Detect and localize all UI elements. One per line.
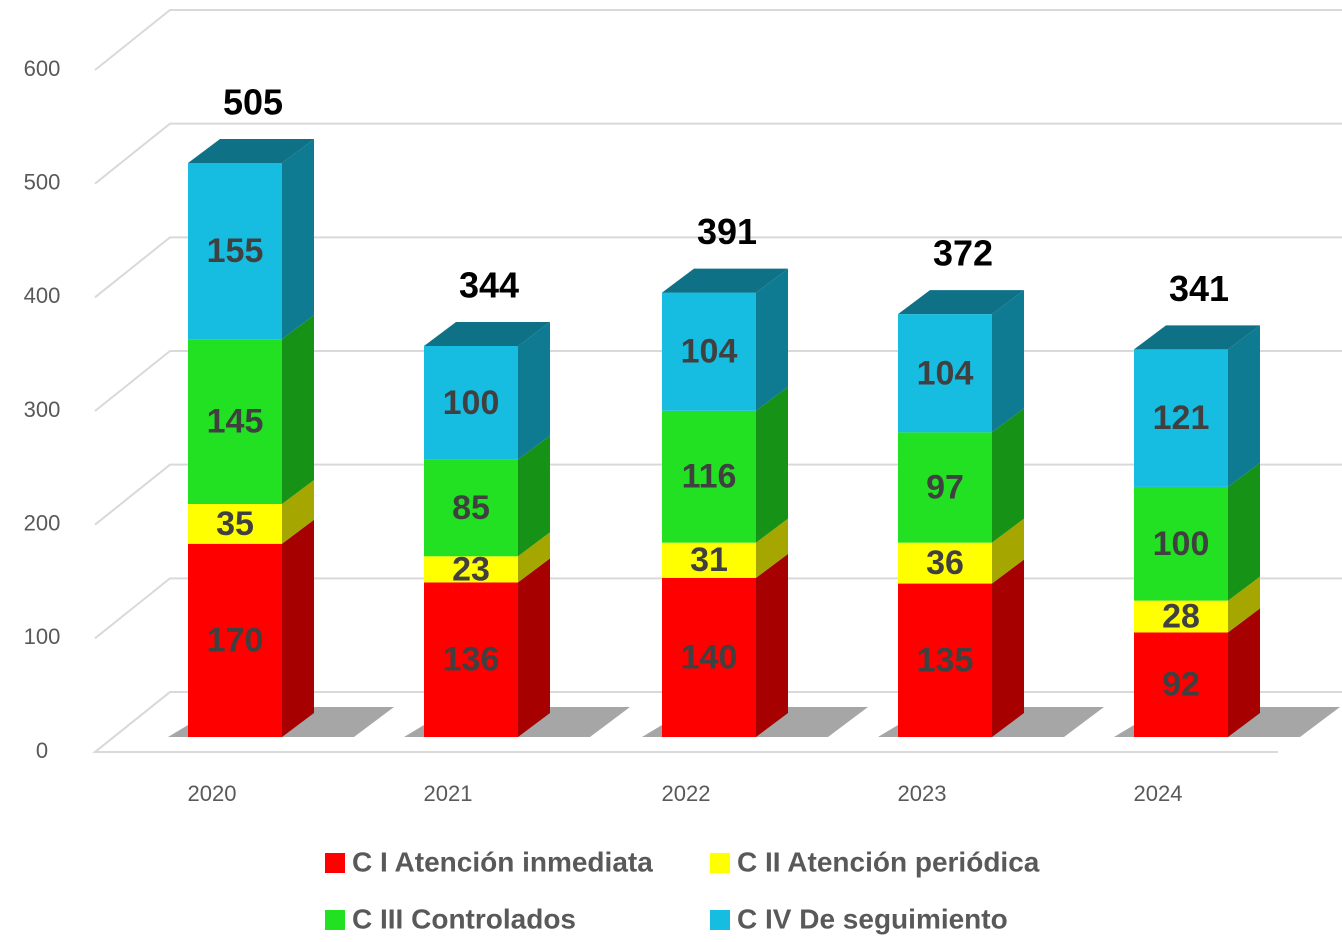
total-label: 372 xyxy=(933,233,993,274)
data-label: 121 xyxy=(1153,399,1210,437)
bar-top xyxy=(188,138,314,163)
data-label: 85 xyxy=(452,489,490,527)
bar xyxy=(1134,600,1228,633)
bar xyxy=(188,503,282,544)
bar xyxy=(188,339,282,504)
data-label: 104 xyxy=(917,354,974,392)
bar-side xyxy=(992,408,1024,543)
legend-swatch xyxy=(325,910,345,930)
x-tick-label: 2023 xyxy=(898,781,947,806)
data-label: 155 xyxy=(207,232,264,270)
data-label: 100 xyxy=(1153,525,1210,563)
bar-side xyxy=(282,479,314,544)
legend-swatch xyxy=(710,910,730,930)
bar-side xyxy=(518,558,550,737)
bar xyxy=(898,432,992,543)
total-label: 341 xyxy=(1169,268,1229,309)
bar xyxy=(898,314,992,433)
bar xyxy=(188,543,282,737)
y-tick-label: 200 xyxy=(24,510,61,535)
total-label: 505 xyxy=(223,81,283,122)
bar xyxy=(898,542,992,584)
y-tick-label: 100 xyxy=(24,624,61,649)
y-tick-label: 0 xyxy=(36,738,48,763)
bar-side xyxy=(282,519,314,737)
data-label: 92 xyxy=(1162,666,1200,704)
bar-side xyxy=(518,321,550,460)
grid-line xyxy=(94,236,1342,299)
bar-side xyxy=(992,290,1024,433)
data-label: 23 xyxy=(452,550,490,588)
legend-label: C IV De seguimiento xyxy=(737,903,1008,934)
legend-swatch xyxy=(710,853,730,873)
bar xyxy=(1134,349,1228,487)
bar-top xyxy=(662,268,788,293)
data-label: 104 xyxy=(681,333,738,371)
legend-label: C III Controlados xyxy=(352,903,576,934)
bar xyxy=(1134,486,1228,601)
y-tick-label: 600 xyxy=(24,56,61,81)
x-tick-label: 2022 xyxy=(662,781,711,806)
bar-side xyxy=(282,315,314,504)
data-label: 135 xyxy=(917,641,974,679)
x-tick-label: 2021 xyxy=(424,781,473,806)
bar-side xyxy=(1228,325,1260,487)
bar xyxy=(424,459,518,557)
data-label: 116 xyxy=(682,458,737,496)
bar-side xyxy=(518,532,550,583)
data-label: 140 xyxy=(681,638,738,676)
bar-side xyxy=(756,518,788,578)
bar xyxy=(424,582,518,737)
y-tick-label: 500 xyxy=(24,169,61,194)
data-label: 100 xyxy=(443,384,500,422)
bar xyxy=(188,162,282,340)
legend-label: C II Atención periódica xyxy=(737,846,1040,877)
data-label: 35 xyxy=(216,505,254,543)
bar xyxy=(1134,632,1228,737)
x-tick-label: 2020 xyxy=(188,781,237,806)
bar xyxy=(898,583,992,737)
bar xyxy=(662,410,756,543)
bar-side xyxy=(282,138,314,340)
data-label: 97 xyxy=(926,468,964,506)
x-tick-label: 2024 xyxy=(1134,781,1183,806)
data-label: 28 xyxy=(1162,597,1200,635)
total-label: 344 xyxy=(459,265,519,306)
bar-top xyxy=(1134,325,1260,350)
bar-side xyxy=(1228,608,1260,737)
data-label: 170 xyxy=(207,621,264,659)
y-tick-label: 300 xyxy=(24,397,61,422)
bar-side xyxy=(1228,576,1260,633)
y-tick-label: 400 xyxy=(24,283,61,308)
bar-top xyxy=(898,290,1024,315)
grid-line xyxy=(94,9,1342,71)
bar-side xyxy=(756,553,788,737)
bar-side xyxy=(756,268,788,411)
bar-side xyxy=(992,518,1024,584)
data-label: 145 xyxy=(207,403,264,441)
bar-side xyxy=(518,435,550,557)
bar xyxy=(424,345,518,460)
bar xyxy=(662,542,756,578)
bar xyxy=(424,556,518,583)
bar xyxy=(662,577,756,737)
data-label: 31 xyxy=(690,541,728,579)
bar xyxy=(662,292,756,411)
grid-line xyxy=(94,122,1342,185)
data-label: 136 xyxy=(443,641,500,679)
legend-label: C I Atención inmediata xyxy=(352,846,653,877)
bar-side xyxy=(1228,462,1260,601)
total-label: 391 xyxy=(697,211,757,252)
bar-side xyxy=(992,559,1024,737)
legend-swatch xyxy=(325,853,345,873)
bar-top xyxy=(424,321,550,346)
bar-side xyxy=(756,386,788,543)
data-label: 36 xyxy=(926,544,964,582)
